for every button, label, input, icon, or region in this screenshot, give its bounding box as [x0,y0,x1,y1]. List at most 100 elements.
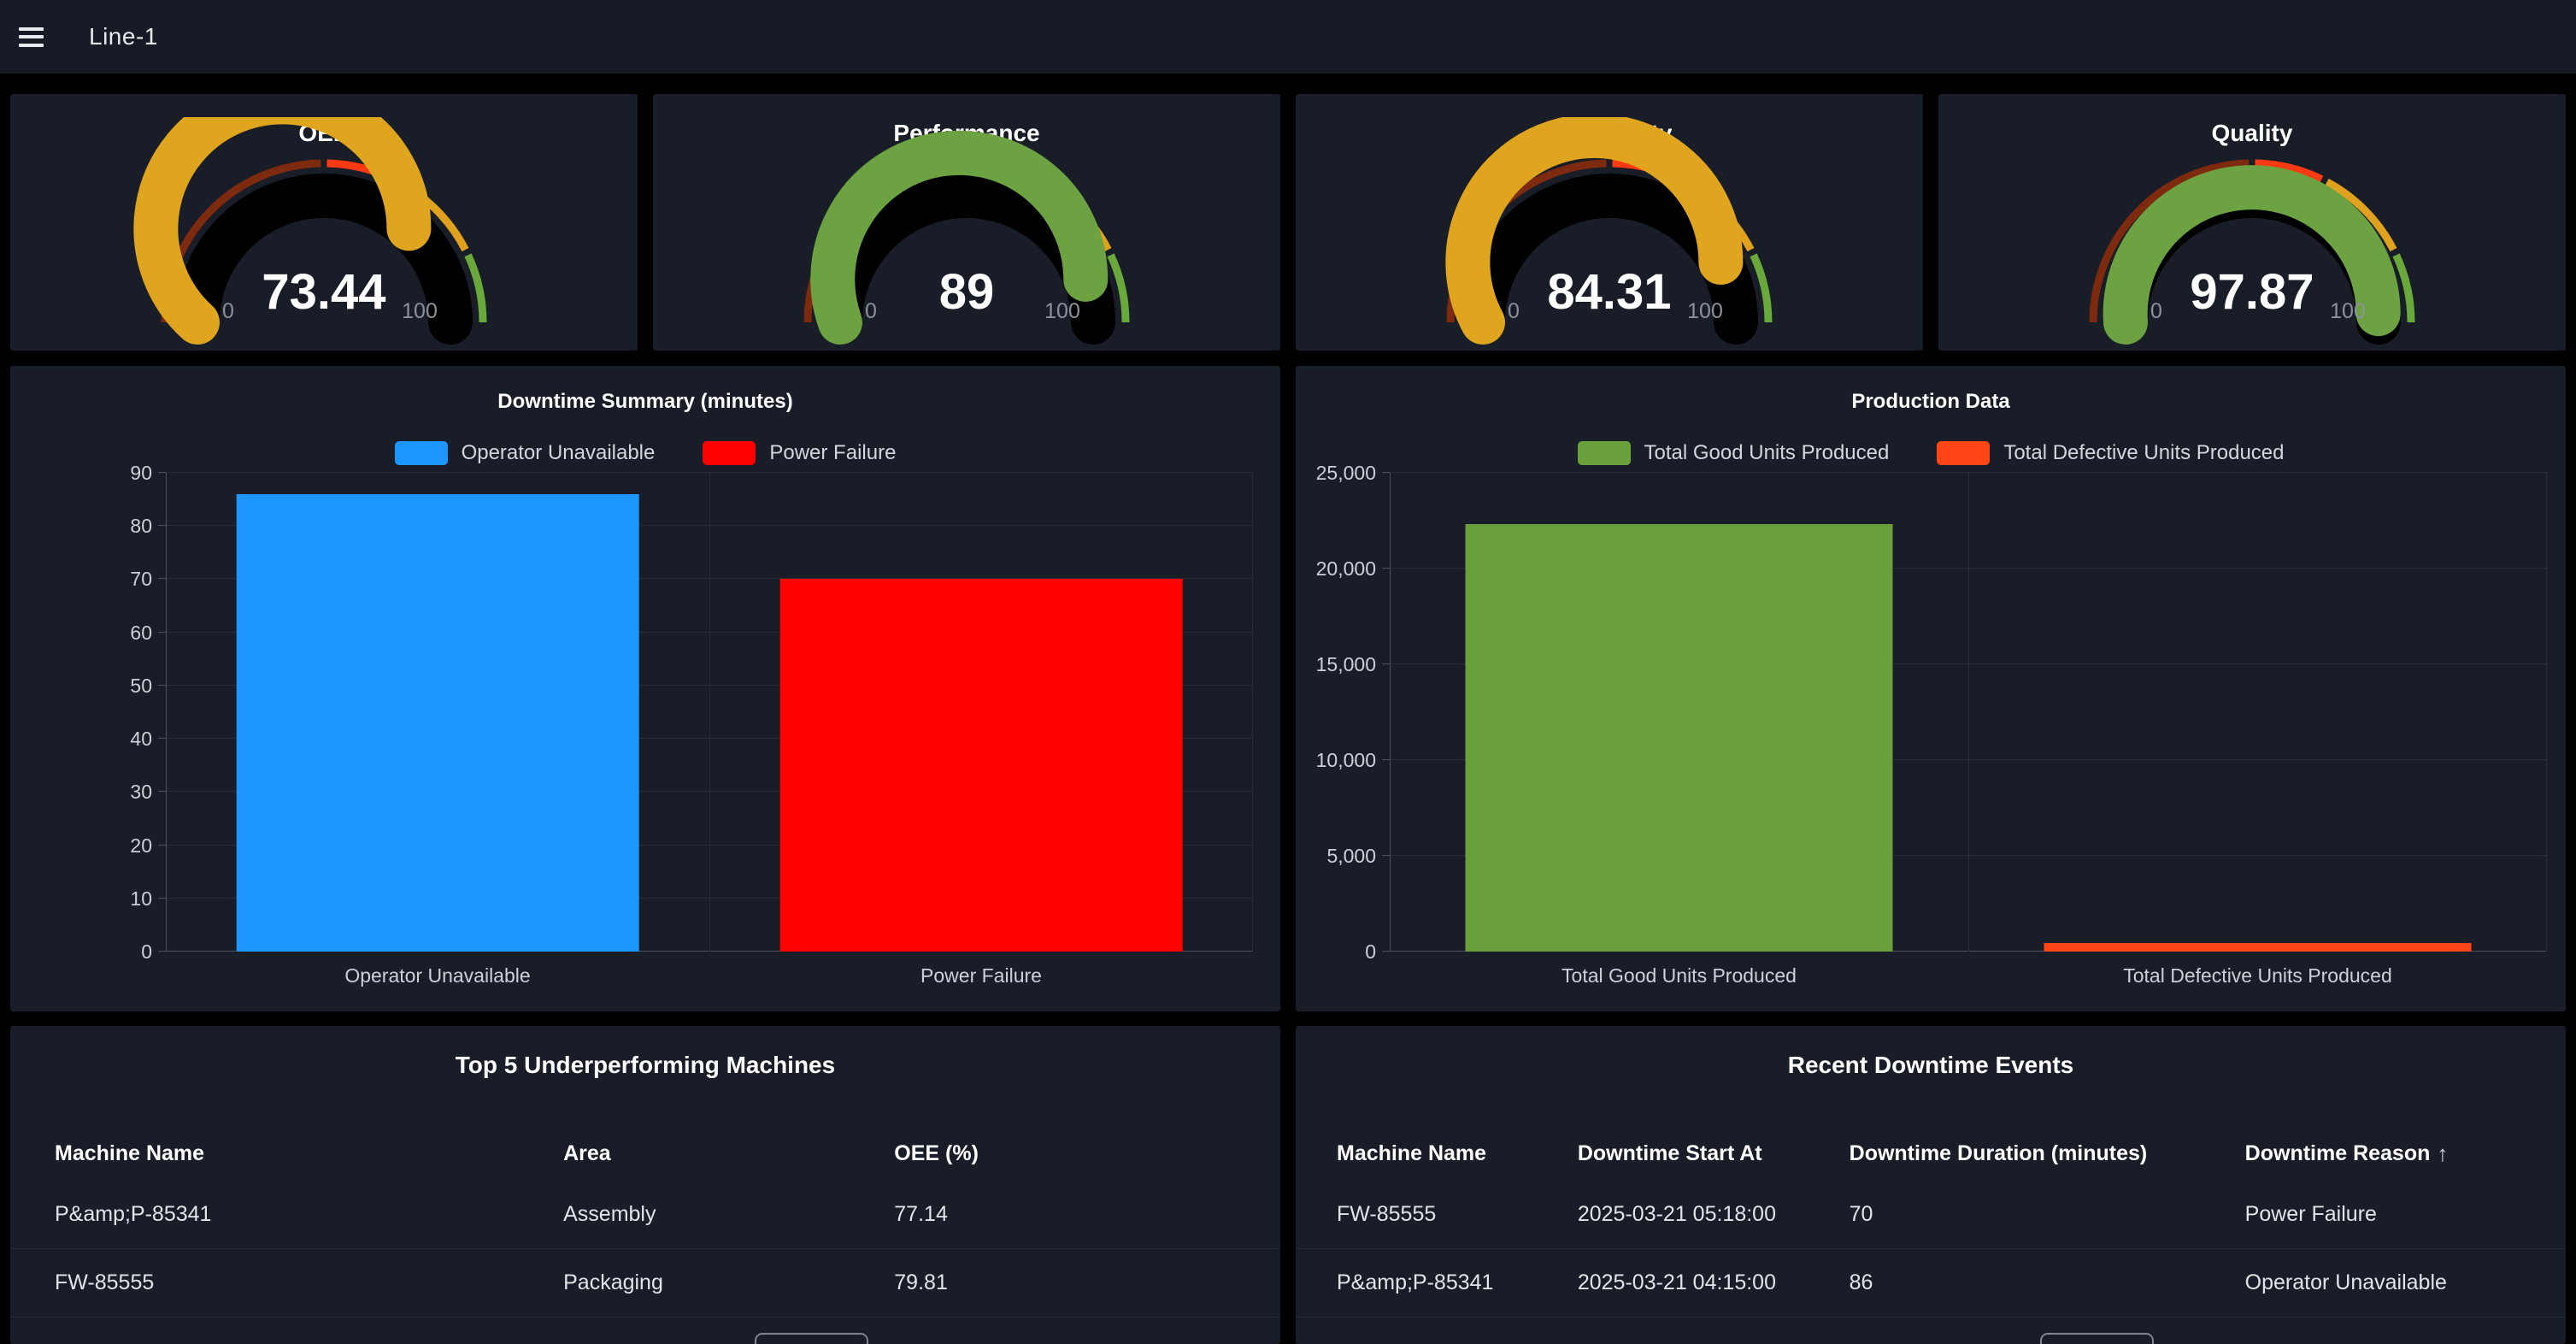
column-header-label: Downtime Duration (minutes) [1849,1141,2148,1165]
gauge-threshold-ring-segment [2089,159,2250,323]
bar-power-failure[interactable] [779,579,1183,952]
column-header-oee[interactable]: OEE (%) [894,1141,1280,1166]
gauge-min-label: 0 [1508,299,1520,323]
panel-availability-gauge: Availability 84.31 0 100 [1296,94,1923,351]
table-cell: P&amp;P-85341 [55,1202,212,1226]
legend-swatch-icon [1937,441,1991,465]
production-bar-chart-plot-area: 0 5,000 10,000 15,000 20,000 25,000 Total Good… [1316,462,2547,987]
table-cell: 79.81 [894,1270,948,1294]
table-cell: Packaging [563,1270,663,1294]
y-axis-tick-mark [158,844,166,846]
y-axis-line [1390,473,1391,952]
y-axis-tick-mark [1382,951,1390,952]
y-axis-tick-mark [1382,663,1390,664]
table-cell: FW-85555 [55,1270,155,1294]
hamburger-menu-icon[interactable] [19,27,44,47]
column-header-machine-name[interactable]: Machine Name [1337,1141,1578,1166]
pagination-button[interactable] [755,1333,868,1344]
chart-title: Downtime Summary (minutes) [497,390,793,413]
table-cell: 86 [1849,1270,1873,1294]
column-header-downtime-reason[interactable]: Downtime Reason ↑ [2245,1141,2566,1167]
grid-vertical-line [1252,473,1253,952]
category-cell-total-good-units-produced [1390,473,1968,952]
y-axis-tick-mark [1382,472,1390,473]
table-row: FW-85555 2025-03-21 05:18:00 70 Power Failu… [1296,1181,2566,1249]
y-axis-tick-label: 0 [1365,940,1376,963]
gauge-min-label: 0 [2150,299,2162,323]
table-cell: Assembly [563,1202,656,1226]
table-cell: P&amp;P-85341 [1337,1270,1494,1294]
table-title: Recent Downtime Events [1787,1052,2074,1078]
panel-downtime-summary-chart: Downtime Summary (minutes) Operator Unav… [10,366,1280,1011]
pagination-button[interactable] [2040,1333,2154,1344]
table-header-row: Machine Name Downtime Start At Downtime Du… [1296,1127,2566,1181]
legend-item-operator-unavailable[interactable]: Operator Unavailable [394,441,655,465]
panel-production-data-chart: Production Data Total Good Units Produce… [1296,366,2566,1011]
y-axis-tick-label: 15,000 [1315,653,1376,675]
y-axis-line [166,473,167,952]
category-cell-total-defective-units-produced [1968,473,2547,952]
table-cell: 2025-03-21 05:18:00 [1577,1202,1776,1226]
column-header-downtime-start-at[interactable]: Downtime Start At [1578,1141,1850,1166]
top-navigation-bar: Line-1 [0,0,2576,74]
sort-ascending-icon: ↑ [2437,1141,2449,1166]
category-cell-power-failure [709,473,1253,952]
panel-oee-gauge: OEE 73.44 0 100 [10,80,638,351]
legend-item-total-good-units[interactable]: Total Good Units Produced [1577,441,1889,465]
gauge-threshold-ring-segment [2392,253,2415,323]
gauge-arc [803,130,1130,345]
table-body: FW-85555 2025-03-21 05:18:00 70 Power Failu… [1296,1181,2566,1317]
bar-total-defective-units-produced[interactable] [2044,942,2472,952]
table-cell: 70 [1849,1202,1873,1226]
gauge-arc [1445,114,1773,345]
y-axis-tick-mark [158,525,166,527]
column-header-downtime-duration-minutes[interactable]: Downtime Duration (minutes) [1850,1141,2245,1166]
column-header-area[interactable]: Area [563,1141,894,1166]
y-axis-tick-mark [158,631,166,633]
gauge-max-label: 100 [1687,299,1723,323]
panel-recent-downtime-events: Recent Downtime Events Machine Name Downt… [1296,1026,2566,1344]
dashboard-title: Line-1 [89,23,158,50]
y-axis-tick-label: 20 [130,834,152,857]
column-header-machine-name[interactable]: Machine Name [55,1141,563,1166]
gauge-max-label: 100 [402,299,438,323]
legend-label: Power Failure [769,441,897,464]
bar-total-good-units-produced[interactable] [1465,524,1893,952]
gauge-threshold-ring-segment [1750,253,1773,323]
y-axis-tick-label: 90 [130,462,152,484]
y-axis-tick-label: 0 [141,940,152,963]
y-axis-tick-label: 50 [130,674,152,697]
chart-legend: Total Good Units Produced Total Defectiv… [1296,441,2566,465]
table-body: P&amp;P-85341 Assembly 77.14 FW-85555 Packag… [10,1181,1280,1317]
y-axis-tick-label: 40 [130,728,152,751]
y-axis-tick-mark [158,791,166,793]
gauge-track-arc [175,174,473,345]
gridline [1390,472,2547,473]
grid-vertical-line [709,473,710,952]
y-axis-tick-mark [158,897,166,899]
gauge-threshold-ring-segment [464,253,487,323]
y-axis-tick-label: 5,000 [1326,845,1376,867]
y-axis-tick-mark [1382,855,1390,856]
panel-top-underperforming-machines: Top 5 Underperforming Machines Machine N… [10,1026,1280,1344]
gauge-threshold-ring-segment [2255,159,2324,183]
column-header-label: OEE (%) [894,1141,979,1165]
column-header-label: Downtime Reason [2244,1141,2431,1165]
y-axis-tick-mark [1382,568,1390,569]
y-axis-tick-label: 30 [130,781,152,804]
chart-legend: Operator Unavailable Power Failure [10,441,1280,465]
gauge-value-arc [810,130,1109,345]
legend-item-power-failure[interactable]: Power Failure [703,441,896,465]
table-cell: Operator Unavailable [2244,1270,2447,1294]
legend-item-total-defective-units[interactable]: Total Defective Units Produced [1937,441,2285,465]
column-header-label: Machine Name [55,1141,205,1165]
y-axis-tick-label: 10,000 [1315,749,1376,771]
table-row: P&amp;P-85341 Assembly 77.14 [10,1181,1280,1249]
gauge-value: 97.87 [2190,264,2314,320]
y-axis-tick-label: 60 [130,621,152,644]
table-cell: Power Failure [2244,1202,2377,1226]
legend-label: Total Defective Units Produced [2003,441,2285,464]
table-cell: FW-85555 [1337,1202,1437,1226]
chart-title: Production Data [1851,390,2010,413]
bar-operator-unavailable[interactable] [236,493,639,952]
